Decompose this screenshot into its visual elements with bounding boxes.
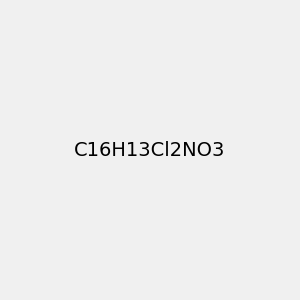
Text: C16H13Cl2NO3: C16H13Cl2NO3	[74, 140, 226, 160]
